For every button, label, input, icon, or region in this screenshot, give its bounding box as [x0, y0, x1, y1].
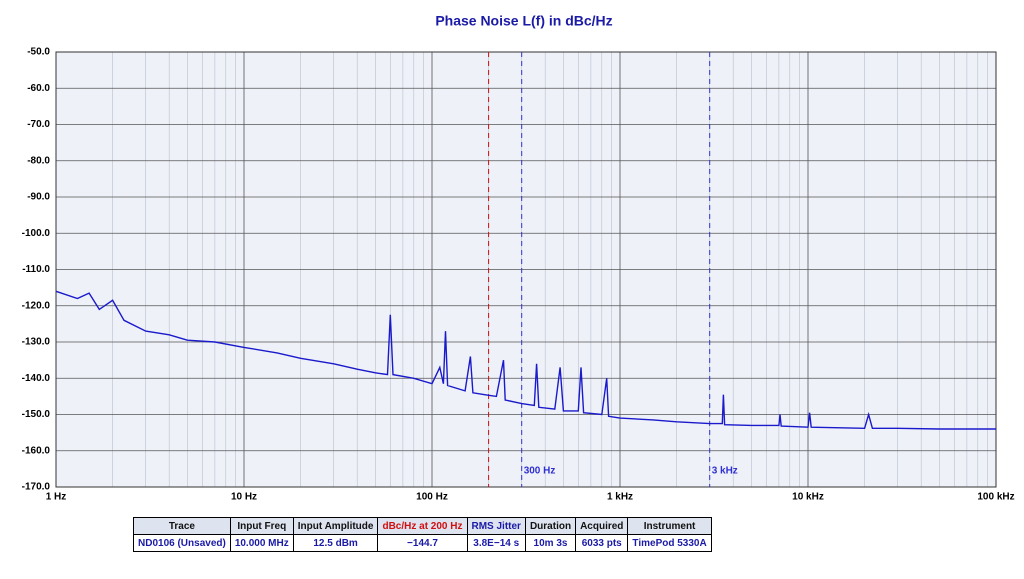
x-tick-label: 1 Hz — [46, 492, 67, 503]
x-tick-label: 100 kHz — [977, 492, 1014, 503]
y-tick-label: -130.0 — [22, 337, 51, 348]
table-cell: TimePod 5330A — [627, 534, 712, 552]
table-header-cell: Acquired — [575, 517, 629, 535]
marker-label: 3 kHz — [712, 466, 738, 477]
trace-line — [55, 290, 996, 430]
chart-title: Phase Noise L(f) in dBc/Hz — [435, 13, 612, 29]
x-tick-label: 10 kHz — [792, 492, 824, 503]
summary-table: Trace Input Freq Input Amplitude dBc/Hz at … — [133, 517, 712, 552]
y-tick-label: -70.0 — [27, 119, 50, 130]
table-header-cell: Input Amplitude — [292, 517, 379, 535]
table-cell: 12.5 dBm — [292, 534, 379, 552]
marker-label: 300 Hz — [524, 466, 556, 477]
y-tick-label: -110.0 — [22, 264, 50, 275]
plot-frame — [55, 51, 997, 488]
table-cell: −144.7 — [377, 534, 468, 552]
table-header: Trace Input Freq Input Amplitude dBc/Hz at … — [133, 517, 712, 535]
chart: Phase Noise L(f) in dBc/Hz -50.0 -60.0 -70… — [22, 13, 1015, 503]
x-tick-label: 1 kHz — [607, 492, 633, 503]
table-header-cell: Trace — [133, 517, 231, 535]
y-tick-label: -170.0 — [22, 482, 51, 493]
table-row: ND0106 (Unsaved) 10.000 MHz 12.5 dBm −144.7… — [133, 534, 712, 552]
table-header-cell: RMS Jitter — [466, 517, 526, 535]
table-header-cell: Input Freq — [229, 517, 294, 535]
y-tick-label: -120.0 — [22, 300, 51, 311]
table-cell: ND0106 (Unsaved) — [133, 534, 231, 552]
y-tick-label: -150.0 — [22, 409, 51, 420]
y-tick-label: -140.0 — [22, 373, 51, 384]
y-tick-label: -160.0 — [22, 445, 51, 456]
table-header-cell: Instrument — [627, 517, 712, 535]
x-tick-label: 10 Hz — [231, 492, 257, 503]
table-cell: 3.8E−14 s — [466, 534, 526, 552]
table-cell: 6033 pts — [575, 534, 629, 552]
y-tick-label: -50.0 — [27, 47, 50, 58]
y-tick-label: -60.0 — [27, 83, 50, 94]
x-tick-label: 100 Hz — [416, 492, 448, 503]
table-cell: 10m 3s — [524, 534, 577, 552]
y-tick-label: -80.0 — [27, 155, 50, 166]
table-header-cell: Duration — [524, 517, 577, 535]
table-cell: 10.000 MHz — [229, 534, 294, 552]
table-header-cell: dBc/Hz at 200 Hz — [377, 517, 468, 535]
y-tick-label: -100.0 — [22, 228, 51, 239]
y-tick-label: -90.0 — [27, 192, 50, 203]
